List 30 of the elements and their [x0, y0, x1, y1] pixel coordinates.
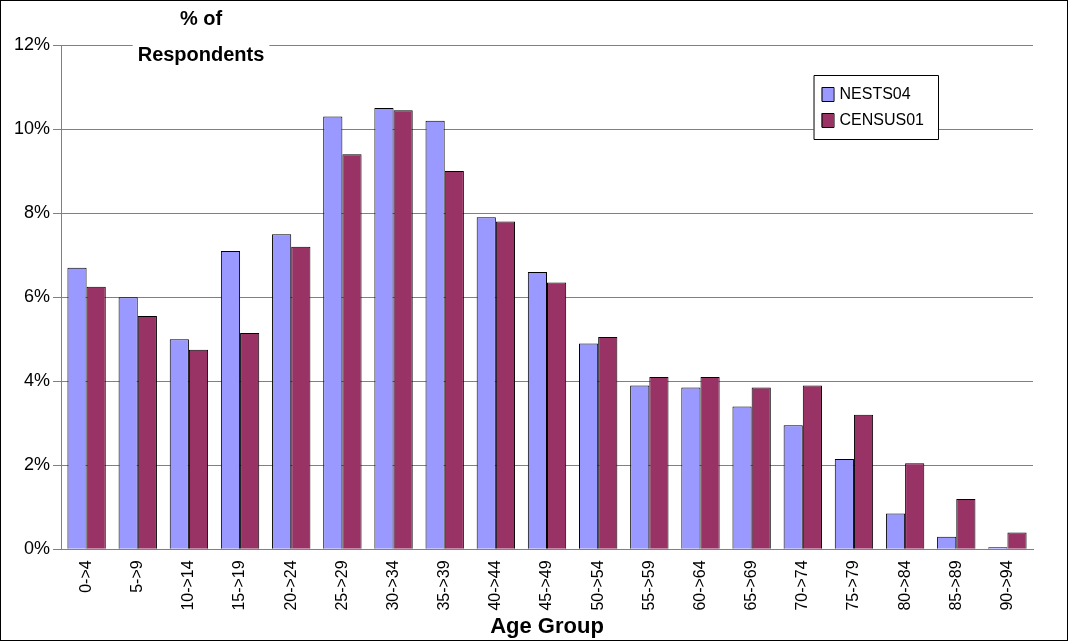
- y-tick-label: 12%: [14, 33, 51, 54]
- x-tick-label: 0->4: [77, 560, 95, 593]
- x-tick-label: 40->44: [486, 560, 504, 611]
- x-tick-label: 50->54: [588, 560, 606, 611]
- y-tick-label: 0%: [24, 538, 51, 559]
- x-tick-label: 35->39: [435, 560, 453, 611]
- x-tick-label: 5->9: [128, 560, 146, 593]
- x-tick-label: 10->14: [179, 560, 197, 611]
- y-tick-label: 8%: [24, 202, 51, 223]
- x-axis-title: Age Group: [490, 612, 604, 638]
- x-tick-label: 25->29: [332, 560, 350, 611]
- y-tick-label: 6%: [24, 286, 51, 307]
- x-tick-label: 65->69: [742, 560, 760, 611]
- x-tick-label: 70->74: [793, 560, 811, 611]
- x-tick-label: 80->84: [895, 560, 913, 611]
- x-tick-label: 45->49: [537, 560, 555, 611]
- x-tick-label: 90->94: [997, 560, 1015, 611]
- legend-label: NESTS04: [839, 85, 911, 103]
- legend-label: CENSUS01: [839, 111, 925, 129]
- y-tick-label: 10%: [14, 118, 51, 139]
- x-tick-label: 20->24: [281, 560, 299, 611]
- x-tick-label: 75->79: [844, 560, 862, 611]
- y-axis-title: % of Respondents: [137, 6, 265, 65]
- x-tick-label: 30->34: [383, 560, 401, 611]
- y-tick-label: 2%: [24, 454, 51, 475]
- y-tick-label: 4%: [24, 370, 51, 391]
- x-tick-label: 60->64: [690, 560, 708, 611]
- x-tick-label: 85->89: [946, 560, 964, 611]
- x-tick-label: 55->59: [639, 560, 657, 611]
- x-tick-label: 15->19: [230, 560, 248, 611]
